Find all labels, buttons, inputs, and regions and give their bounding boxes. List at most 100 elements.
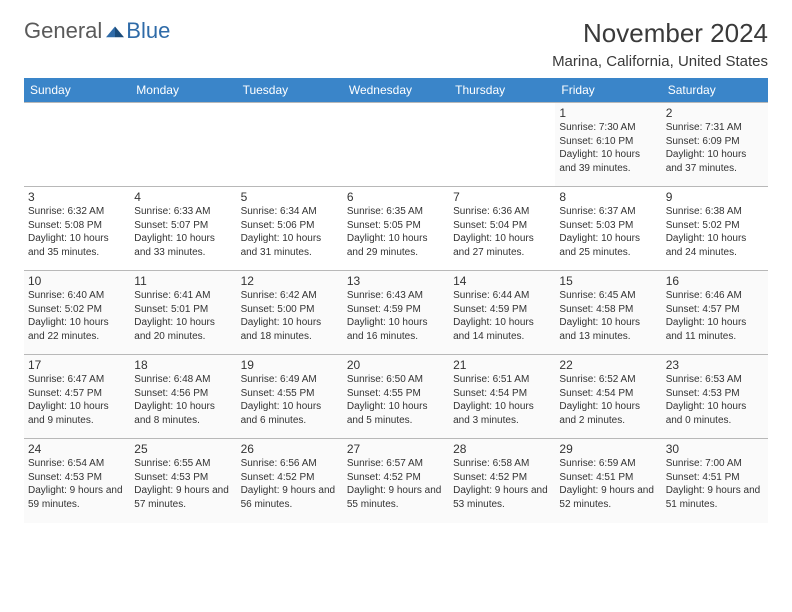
- calendar-day-cell: 27Sunrise: 6:57 AMSunset: 4:52 PMDayligh…: [343, 439, 449, 523]
- sunset-line: Sunset: 4:58 PM: [559, 303, 657, 317]
- weekday-header: Thursday: [449, 78, 555, 103]
- daylight-line: Daylight: 10 hours and 33 minutes.: [134, 232, 232, 259]
- logo-text-general: General: [24, 18, 102, 44]
- sunrise-line: Sunrise: 7:30 AM: [559, 121, 657, 135]
- day-number: 22: [559, 358, 657, 372]
- calendar-day-cell: 3Sunrise: 6:32 AMSunset: 5:08 PMDaylight…: [24, 187, 130, 271]
- calendar-day-cell: 30Sunrise: 7:00 AMSunset: 4:51 PMDayligh…: [662, 439, 768, 523]
- calendar-day-cell: 17Sunrise: 6:47 AMSunset: 4:57 PMDayligh…: [24, 355, 130, 439]
- daylight-line: Daylight: 9 hours and 51 minutes.: [666, 484, 764, 511]
- day-number: 4: [134, 190, 232, 204]
- calendar-day-cell: 10Sunrise: 6:40 AMSunset: 5:02 PMDayligh…: [24, 271, 130, 355]
- day-number: 30: [666, 442, 764, 456]
- sunrise-line: Sunrise: 7:00 AM: [666, 457, 764, 471]
- calendar-week-row: 3Sunrise: 6:32 AMSunset: 5:08 PMDaylight…: [24, 187, 768, 271]
- calendar-day-cell: 6Sunrise: 6:35 AMSunset: 5:05 PMDaylight…: [343, 187, 449, 271]
- day-info: Sunrise: 6:33 AMSunset: 5:07 PMDaylight:…: [134, 205, 232, 259]
- calendar-day-cell: 26Sunrise: 6:56 AMSunset: 4:52 PMDayligh…: [237, 439, 343, 523]
- sunrise-line: Sunrise: 6:41 AM: [134, 289, 232, 303]
- sunset-line: Sunset: 4:57 PM: [28, 387, 126, 401]
- sunrise-line: Sunrise: 6:37 AM: [559, 205, 657, 219]
- calendar-day-cell: 19Sunrise: 6:49 AMSunset: 4:55 PMDayligh…: [237, 355, 343, 439]
- day-info: Sunrise: 6:42 AMSunset: 5:00 PMDaylight:…: [241, 289, 339, 343]
- daylight-line: Daylight: 10 hours and 14 minutes.: [453, 316, 551, 343]
- daylight-line: Daylight: 9 hours and 53 minutes.: [453, 484, 551, 511]
- sunrise-line: Sunrise: 7:31 AM: [666, 121, 764, 135]
- calendar-day-cell: 5Sunrise: 6:34 AMSunset: 5:06 PMDaylight…: [237, 187, 343, 271]
- sunrise-line: Sunrise: 6:46 AM: [666, 289, 764, 303]
- day-number: 23: [666, 358, 764, 372]
- day-number: 2: [666, 106, 764, 120]
- sunset-line: Sunset: 4:53 PM: [134, 471, 232, 485]
- sunrise-line: Sunrise: 6:57 AM: [347, 457, 445, 471]
- daylight-line: Daylight: 9 hours and 55 minutes.: [347, 484, 445, 511]
- day-info: Sunrise: 7:31 AMSunset: 6:09 PMDaylight:…: [666, 121, 764, 175]
- sunset-line: Sunset: 5:08 PM: [28, 219, 126, 233]
- sunrise-line: Sunrise: 6:35 AM: [347, 205, 445, 219]
- sunset-line: Sunset: 4:57 PM: [666, 303, 764, 317]
- day-number: 9: [666, 190, 764, 204]
- sunset-line: Sunset: 5:00 PM: [241, 303, 339, 317]
- sunset-line: Sunset: 4:51 PM: [666, 471, 764, 485]
- sunrise-line: Sunrise: 6:36 AM: [453, 205, 551, 219]
- sunrise-line: Sunrise: 6:44 AM: [453, 289, 551, 303]
- daylight-line: Daylight: 10 hours and 3 minutes.: [453, 400, 551, 427]
- calendar-day-cell: 2Sunrise: 7:31 AMSunset: 6:09 PMDaylight…: [662, 103, 768, 187]
- day-number: 11: [134, 274, 232, 288]
- sunrise-line: Sunrise: 6:40 AM: [28, 289, 126, 303]
- day-number: 27: [347, 442, 445, 456]
- day-number: 28: [453, 442, 551, 456]
- calendar-day-cell: 9Sunrise: 6:38 AMSunset: 5:02 PMDaylight…: [662, 187, 768, 271]
- calendar-day-cell: [343, 103, 449, 187]
- sunrise-line: Sunrise: 6:42 AM: [241, 289, 339, 303]
- calendar-week-row: 1Sunrise: 7:30 AMSunset: 6:10 PMDaylight…: [24, 103, 768, 187]
- daylight-line: Daylight: 10 hours and 16 minutes.: [347, 316, 445, 343]
- daylight-line: Daylight: 10 hours and 27 minutes.: [453, 232, 551, 259]
- calendar-day-cell: 4Sunrise: 6:33 AMSunset: 5:07 PMDaylight…: [130, 187, 236, 271]
- calendar-day-cell: 23Sunrise: 6:53 AMSunset: 4:53 PMDayligh…: [662, 355, 768, 439]
- calendar-week-row: 24Sunrise: 6:54 AMSunset: 4:53 PMDayligh…: [24, 439, 768, 523]
- sunset-line: Sunset: 5:04 PM: [453, 219, 551, 233]
- sunrise-line: Sunrise: 6:59 AM: [559, 457, 657, 471]
- weekday-header: Friday: [555, 78, 661, 103]
- daylight-line: Daylight: 10 hours and 29 minutes.: [347, 232, 445, 259]
- day-number: 10: [28, 274, 126, 288]
- page-title: November 2024: [552, 18, 768, 49]
- day-info: Sunrise: 6:55 AMSunset: 4:53 PMDaylight:…: [134, 457, 232, 511]
- day-info: Sunrise: 6:37 AMSunset: 5:03 PMDaylight:…: [559, 205, 657, 259]
- sunset-line: Sunset: 4:51 PM: [559, 471, 657, 485]
- daylight-line: Daylight: 10 hours and 0 minutes.: [666, 400, 764, 427]
- weekday-header: Wednesday: [343, 78, 449, 103]
- day-number: 15: [559, 274, 657, 288]
- sunrise-line: Sunrise: 6:53 AM: [666, 373, 764, 387]
- day-info: Sunrise: 6:50 AMSunset: 4:55 PMDaylight:…: [347, 373, 445, 427]
- location-text: Marina, California, United States: [552, 53, 768, 70]
- daylight-line: Daylight: 10 hours and 37 minutes.: [666, 148, 764, 175]
- calendar-day-cell: [130, 103, 236, 187]
- day-info: Sunrise: 6:52 AMSunset: 4:54 PMDaylight:…: [559, 373, 657, 427]
- daylight-line: Daylight: 10 hours and 35 minutes.: [28, 232, 126, 259]
- day-number: 6: [347, 190, 445, 204]
- day-number: 13: [347, 274, 445, 288]
- calendar-table: SundayMondayTuesdayWednesdayThursdayFrid…: [24, 78, 768, 523]
- day-info: Sunrise: 7:30 AMSunset: 6:10 PMDaylight:…: [559, 121, 657, 175]
- weekday-header: Monday: [130, 78, 236, 103]
- sunrise-line: Sunrise: 6:56 AM: [241, 457, 339, 471]
- daylight-line: Daylight: 10 hours and 6 minutes.: [241, 400, 339, 427]
- weekday-header: Sunday: [24, 78, 130, 103]
- calendar-day-cell: 28Sunrise: 6:58 AMSunset: 4:52 PMDayligh…: [449, 439, 555, 523]
- day-info: Sunrise: 6:53 AMSunset: 4:53 PMDaylight:…: [666, 373, 764, 427]
- daylight-line: Daylight: 10 hours and 31 minutes.: [241, 232, 339, 259]
- sunrise-line: Sunrise: 6:51 AM: [453, 373, 551, 387]
- day-number: 16: [666, 274, 764, 288]
- daylight-line: Daylight: 10 hours and 9 minutes.: [28, 400, 126, 427]
- weekday-header: Saturday: [662, 78, 768, 103]
- day-info: Sunrise: 6:43 AMSunset: 4:59 PMDaylight:…: [347, 289, 445, 343]
- sunrise-line: Sunrise: 6:33 AM: [134, 205, 232, 219]
- sunset-line: Sunset: 4:52 PM: [241, 471, 339, 485]
- logo-mark-icon: [106, 24, 124, 38]
- logo: General Blue: [24, 18, 170, 44]
- calendar-day-cell: 7Sunrise: 6:36 AMSunset: 5:04 PMDaylight…: [449, 187, 555, 271]
- daylight-line: Daylight: 10 hours and 24 minutes.: [666, 232, 764, 259]
- daylight-line: Daylight: 9 hours and 57 minutes.: [134, 484, 232, 511]
